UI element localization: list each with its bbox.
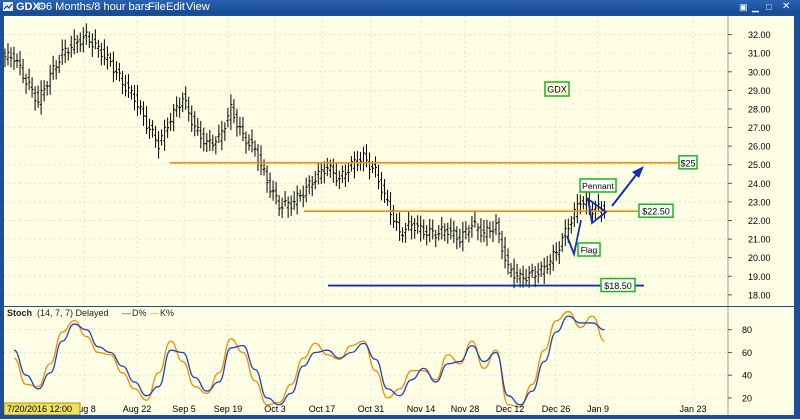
price-tick-label: 22.00 — [748, 216, 771, 226]
price-tick-label: 18.00 — [748, 290, 771, 300]
symbol-label: GDX — [16, 1, 40, 13]
pennant-label-box — [579, 178, 617, 193]
menu-file[interactable]: File — [148, 1, 166, 13]
price-tick-label: 28.00 — [748, 104, 771, 114]
k-legend-label: K% — [160, 308, 175, 318]
projection-arrow — [611, 169, 641, 207]
d-percent-line — [13, 315, 605, 406]
price-tick-label: 29.00 — [748, 86, 771, 96]
price-bars — [3, 23, 606, 289]
stoch-name: Stoch — [7, 308, 33, 318]
x-axis: Aug 8 Aug 22 Sep 5 Sep 19 Oct 3 Oct 17 Oct 31 N… — [3, 402, 707, 416]
x-tick-label: Oct 31 — [358, 404, 385, 414]
resistance-25-label: $25 — [680, 158, 695, 168]
price-tick-label: 31.00 — [748, 49, 771, 59]
price-y-axis: 18.00 19.00 20.00 21.00 22.00 23.00 24.00 25.00… — [727, 16, 794, 306]
stoch-tick-label: 20 — [742, 393, 752, 403]
price-tick-label: 27.00 — [748, 123, 771, 133]
price-tick-label: 25.00 — [748, 160, 771, 170]
support-18-50-label: $18.50 — [604, 281, 632, 291]
stoch-tick-label: 80 — [742, 325, 752, 335]
price-tick-label: 21.00 — [748, 235, 771, 245]
minimize-icon[interactable]: ▁ — [752, 2, 759, 12]
stoch-y-axis: 20 40 60 80 — [727, 307, 794, 415]
x-tick-label: Aug 8 — [72, 404, 96, 414]
stochastic-chart: 20 40 60 80 Aug 8 Aug 22 Sep 5 Sep 19 Oct 3 Oct … — [3, 307, 794, 416]
price-tick-label: 24.00 — [748, 179, 771, 189]
pennant-label: Pennant — [582, 181, 614, 191]
stoch-axis-bg — [728, 307, 794, 415]
k-legend-swatch: — — [150, 308, 159, 318]
gdx-label-box — [544, 81, 570, 97]
date-stamp: 7/20/2016 12:00 — [7, 404, 72, 414]
timeframe-label[interactable]: 6 Months/8 hour bars — [46, 1, 150, 13]
stochastic-panel: 20 40 60 80 Aug 8 Aug 22 Sep 5 Sep 19 Oct 3 Oct … — [3, 307, 794, 416]
stoch-header: Stoch (14, 7, 7) Delayed — D% — K% — [4, 307, 794, 319]
resistance-25-label-box — [678, 155, 698, 170]
d-legend-swatch: — — [122, 308, 131, 318]
price-chart: $25 $22.50 $18.50 GDX Pennant Flag 18.00 19.00… — [3, 16, 794, 306]
price-axis-bg — [728, 16, 794, 306]
gdx-label: GDX — [547, 85, 567, 95]
flag-label-box — [577, 242, 601, 257]
stoch-lines — [13, 310, 605, 408]
x-tick-label: Sep 5 — [172, 404, 196, 414]
x-tick-label: Dec 26 — [542, 404, 571, 414]
flag-shape — [566, 219, 582, 258]
stoch-params: (14, 7, 7) Delayed — [37, 308, 109, 318]
price-tick-label: 20.00 — [748, 253, 771, 263]
stoch-grid — [4, 319, 728, 401]
price-tick-label: 32.00 — [748, 30, 771, 40]
stoch-tick-label: 40 — [742, 371, 752, 381]
settings-icon[interactable]: ⚙ — [37, 1, 47, 13]
resistance-22-50-label: $22.50 — [642, 207, 670, 217]
price-annotations: $25 $22.50 $18.50 GDX Pennant Flag — [170, 81, 698, 293]
pin-icon[interactable]: ▣ — [739, 2, 748, 12]
title-bar: GDX ⚙ 6 Months/8 hour bars File Edit Vie… — [0, 0, 800, 14]
d-legend-label: D% — [132, 308, 147, 318]
maximize-icon[interactable]: □ — [766, 2, 772, 12]
support-18-50-label-box — [600, 277, 636, 293]
x-tick-label: Aug 22 — [123, 404, 152, 414]
x-tick-label: Oct 17 — [309, 404, 336, 414]
chart-icon[interactable] — [3, 2, 13, 11]
close-icon[interactable]: ✕ — [782, 1, 791, 12]
projection-arrowhead — [632, 166, 644, 178]
x-tick-label: Jan 23 — [679, 404, 706, 414]
price-tick-label: 30.00 — [748, 67, 771, 77]
menu-edit[interactable]: Edit — [166, 1, 185, 13]
x-tick-label: Nov 28 — [451, 404, 480, 414]
resistance-22-50-label-box — [638, 203, 674, 218]
price-panel: $25 $22.50 $18.50 GDX Pennant Flag 18.00 19.00… — [3, 16, 794, 306]
menu-view[interactable]: View — [186, 1, 210, 13]
x-tick-label: Nov 14 — [407, 404, 436, 414]
price-tick-label: 26.00 — [748, 142, 771, 152]
x-tick-label: Jan 9 — [587, 404, 609, 414]
x-tick-label: Oct 3 — [264, 404, 286, 414]
flag-label: Flag — [581, 245, 598, 255]
pennant-shape — [586, 196, 608, 225]
price-tick-label: 19.00 — [748, 272, 771, 282]
x-tick-label: Dec 12 — [496, 404, 525, 414]
stoch-tick-label: 60 — [742, 348, 752, 358]
price-tick-label: 23.00 — [748, 197, 771, 207]
k-percent-line — [13, 310, 605, 408]
x-tick-label: Sep 19 — [214, 404, 243, 414]
